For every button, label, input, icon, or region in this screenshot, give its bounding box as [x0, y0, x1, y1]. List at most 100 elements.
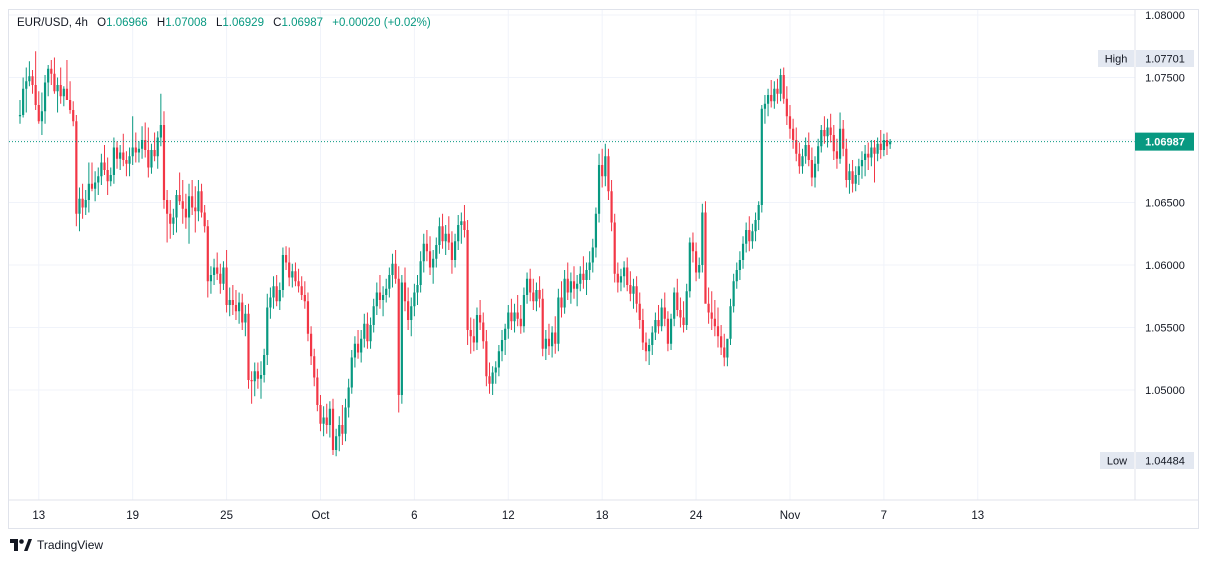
candle	[504, 323, 507, 355]
candle-body	[407, 301, 410, 320]
candle	[137, 141, 141, 163]
tradingview-attribution[interactable]: TradingView	[10, 538, 103, 552]
price-tick-label: 1.05500	[1145, 323, 1185, 335]
candle	[184, 193, 187, 229]
candle	[541, 288, 544, 357]
candle	[566, 262, 569, 300]
candle-body	[823, 130, 826, 137]
candle-body	[162, 125, 166, 200]
candle-body	[291, 271, 294, 278]
candle-body	[560, 297, 563, 308]
candle	[203, 205, 206, 233]
candle	[585, 262, 588, 295]
candle-body	[494, 367, 497, 373]
candle-body	[785, 98, 788, 117]
candle	[400, 275, 403, 404]
legend-symbol-interval[interactable]: EUR/USD, 4h	[17, 17, 88, 29]
candle	[300, 276, 303, 300]
candle	[666, 311, 670, 352]
candle	[795, 127, 798, 162]
candle	[59, 67, 62, 104]
candle-body	[119, 152, 122, 159]
candle	[385, 278, 388, 303]
candle-body	[491, 372, 494, 384]
candle-body	[341, 425, 344, 434]
candle	[751, 223, 754, 249]
candle	[90, 162, 94, 192]
candle-body	[532, 292, 535, 302]
candle	[619, 268, 623, 292]
candle-body	[225, 267, 228, 305]
candle-body	[328, 408, 331, 425]
candle-body	[172, 217, 175, 224]
candle-body	[253, 371, 256, 382]
candle-body	[432, 258, 435, 268]
candle	[278, 282, 281, 310]
candle-body	[59, 85, 62, 97]
candle	[475, 307, 479, 350]
candle	[500, 330, 504, 362]
candle-body	[140, 140, 144, 149]
candle	[197, 180, 200, 222]
candle-body	[485, 341, 488, 377]
legend-interval: 4h	[75, 17, 88, 29]
candle-body	[338, 425, 341, 437]
candle	[338, 416, 341, 452]
candle	[651, 326, 654, 355]
candle	[234, 290, 238, 320]
candle-body	[666, 318, 670, 344]
candle-body	[773, 88, 776, 102]
candle-body	[269, 297, 272, 308]
candle	[84, 190, 87, 215]
candle	[416, 275, 419, 305]
candle	[873, 140, 876, 183]
candle	[732, 273, 735, 313]
high-marker-label: High	[1105, 54, 1128, 66]
candle-body	[544, 338, 547, 349]
candle	[166, 190, 169, 243]
time-tick-label: 6	[411, 510, 417, 522]
candle-body	[410, 306, 413, 320]
candle-body	[385, 288, 388, 295]
candle	[247, 303, 250, 389]
candle-body	[848, 171, 851, 180]
candle	[519, 305, 522, 334]
candle-body	[428, 251, 432, 268]
chart-frame	[8, 9, 1199, 529]
grid-lines	[9, 10, 1135, 500]
candle	[378, 275, 382, 309]
candle-body	[835, 151, 839, 159]
legend-open-value: 1.06966	[106, 17, 148, 29]
candle-body	[795, 140, 798, 154]
candle	[716, 307, 720, 348]
candle-body	[829, 127, 832, 135]
candle-body	[813, 163, 817, 178]
time-axis[interactable]: 13 19 25 Oct 6 12 18 24 Nov 7 13	[32, 510, 984, 522]
candle	[335, 428, 338, 457]
candle	[879, 130, 882, 159]
candle-body	[206, 226, 209, 282]
candle-body	[169, 213, 172, 224]
candle	[187, 183, 191, 244]
candle-body	[453, 241, 457, 260]
candle	[870, 140, 873, 167]
low-marker: Low 1.04484	[1100, 452, 1194, 469]
candle	[259, 361, 263, 399]
price-axis[interactable]: 1.080001.075001.070001.065001.060001.055…	[1145, 10, 1185, 397]
candle-body	[679, 310, 682, 318]
candle-body	[638, 303, 641, 320]
candle	[360, 330, 363, 363]
candle-body	[648, 345, 651, 352]
candle-body	[826, 127, 829, 137]
candle-body	[779, 75, 782, 94]
candle	[272, 276, 275, 309]
candle-body	[525, 278, 529, 295]
price-tick-label: 1.07500	[1145, 73, 1185, 85]
candle	[413, 283, 416, 317]
candle	[441, 213, 444, 249]
candle	[613, 213, 616, 283]
candle-body	[857, 166, 860, 175]
candle	[432, 250, 435, 284]
legend-symbol: EUR/USD	[17, 17, 69, 29]
